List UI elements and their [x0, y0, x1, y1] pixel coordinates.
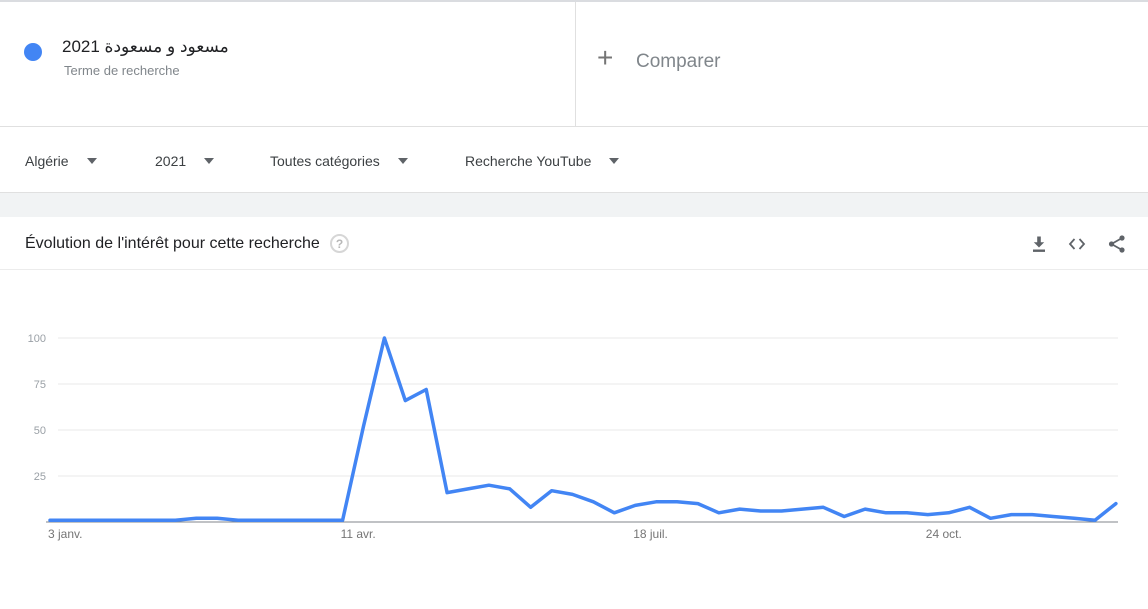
filter-time-dropdown[interactable]: 2021 — [155, 150, 215, 172]
trend-chart-svg: 25 50 75 100 3 janv. 11 avr. 18 juil. 24 oct. — [28, 333, 1118, 541]
plus-icon: + — [597, 42, 614, 73]
filter-bar-bottom-divider — [0, 192, 1148, 193]
y-tick-label: 50 — [34, 425, 46, 437]
help-icon[interactable]: ? — [330, 234, 349, 253]
page-top-divider — [0, 0, 1148, 2]
x-tick-label: 18 juil. — [633, 527, 668, 541]
trend-line — [48, 336, 1118, 522]
card-bottom-divider — [0, 126, 1148, 127]
share-icon[interactable] — [1106, 233, 1128, 255]
filter-search-type-dropdown[interactable]: Recherche YouTube — [465, 150, 620, 172]
embed-icon[interactable] — [1066, 233, 1088, 255]
compare-button[interactable]: + Comparer — [590, 40, 810, 88]
filter-search-type-label: Recherche YouTube — [465, 153, 592, 169]
y-tick-label: 75 — [34, 379, 46, 391]
compare-label: Comparer — [636, 51, 721, 72]
series-color-dot — [24, 43, 42, 61]
chart-header-divider — [0, 269, 1148, 270]
chevron-down-icon — [204, 158, 215, 164]
filter-region-dropdown[interactable]: Algérie — [25, 150, 97, 172]
section-gap-band — [0, 193, 1148, 217]
filter-category-label: Toutes catégories — [270, 153, 380, 169]
x-tick-label: 3 janv. — [48, 527, 82, 541]
search-term-subtitle: Terme de recherche — [64, 63, 180, 78]
x-tick-label: 24 oct. — [926, 527, 962, 541]
search-term-label: مسعود و مسعودة 2021 — [62, 37, 229, 56]
filter-region-label: Algérie — [25, 153, 69, 169]
chevron-down-icon — [397, 158, 408, 164]
filter-time-label: 2021 — [155, 153, 187, 169]
filter-category-dropdown[interactable]: Toutes catégories — [270, 150, 408, 172]
chevron-down-icon — [609, 158, 620, 164]
chevron-down-icon — [86, 158, 97, 164]
y-tick-label: 100 — [28, 333, 46, 345]
x-tick-label: 11 avr. — [341, 527, 376, 541]
card-vertical-divider — [575, 2, 576, 126]
y-tick-label: 25 — [34, 471, 46, 483]
download-icon[interactable] — [1028, 233, 1050, 255]
chart-title: Évolution de l'intérêt pour cette recher… — [25, 235, 320, 252]
